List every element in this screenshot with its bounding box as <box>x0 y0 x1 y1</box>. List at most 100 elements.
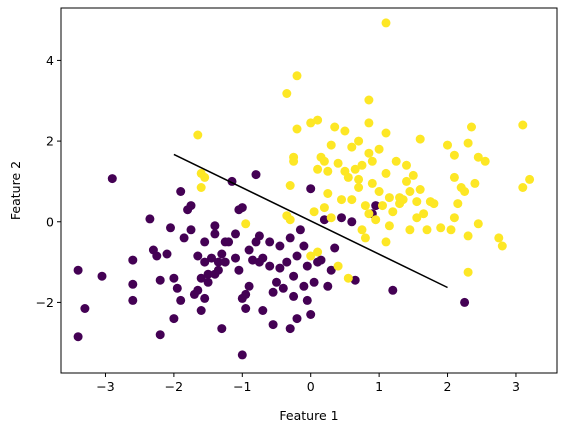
data-point-class-1 <box>357 160 367 170</box>
data-point-class-0 <box>107 174 117 184</box>
data-point-class-0 <box>292 314 302 324</box>
data-point-class-0 <box>97 271 107 281</box>
data-point-class-0 <box>224 237 234 247</box>
data-point-class-1 <box>378 201 387 211</box>
decision-line <box>173 153 448 289</box>
x-axis-ticks: −3 −2 −1 0 1 2 3 <box>96 373 520 394</box>
data-point-class-1 <box>309 207 319 217</box>
data-point-class-0 <box>388 285 398 295</box>
data-point-class-1 <box>415 185 425 194</box>
data-point-class-1 <box>371 215 381 225</box>
data-point-class-1 <box>292 124 302 134</box>
data-point-class-0 <box>176 187 186 196</box>
data-point-class-0 <box>241 289 251 299</box>
data-point-class-0 <box>169 314 179 324</box>
data-point-class-1 <box>354 183 364 192</box>
data-point-class-1 <box>449 172 459 182</box>
data-point-class-0 <box>231 229 240 239</box>
data-point-class-0 <box>309 277 319 287</box>
data-point-class-1 <box>453 199 463 209</box>
data-point-class-0 <box>299 241 309 251</box>
x-tick-label: 1 <box>375 379 383 394</box>
data-point-class-0 <box>73 265 83 275</box>
data-point-class-1 <box>196 183 206 192</box>
data-point-class-1 <box>443 140 452 150</box>
data-point-class-0 <box>200 293 210 303</box>
data-point-class-0 <box>172 283 182 293</box>
data-point-class-0 <box>73 332 83 342</box>
data-point-class-0 <box>306 184 316 194</box>
x-axis-label: Feature 1 <box>279 408 338 423</box>
data-point-class-0 <box>128 255 138 265</box>
y-tick-label: −2 <box>36 295 54 310</box>
data-point-class-1 <box>313 115 323 125</box>
data-point-class-1 <box>326 213 336 223</box>
data-point-class-0 <box>196 306 206 315</box>
data-point-class-1 <box>364 148 374 158</box>
data-point-class-0 <box>169 273 179 283</box>
data-point-class-1 <box>200 172 210 182</box>
data-point-class-1 <box>384 221 394 231</box>
data-point-class-0 <box>299 281 309 291</box>
data-point-class-0 <box>323 281 333 291</box>
data-point-class-1 <box>333 261 343 271</box>
data-point-class-1 <box>381 18 391 28</box>
data-point-class-0 <box>196 273 206 283</box>
data-point-class-0 <box>302 261 312 271</box>
data-point-class-1 <box>518 183 528 192</box>
data-point-class-1 <box>460 187 470 196</box>
data-point-class-1 <box>282 89 292 98</box>
data-point-class-1 <box>340 126 350 136</box>
data-point-class-1 <box>467 122 476 132</box>
data-point-class-0 <box>155 275 165 285</box>
data-point-class-0 <box>210 221 220 231</box>
data-point-class-1 <box>319 203 329 213</box>
data-point-class-0 <box>337 213 346 223</box>
data-point-class-0 <box>244 281 254 291</box>
data-point-class-1 <box>391 156 401 166</box>
data-point-class-1 <box>241 219 251 229</box>
data-point-class-1 <box>402 176 411 186</box>
data-point-class-1 <box>323 166 333 176</box>
data-point-class-1 <box>480 156 490 166</box>
data-point-class-1 <box>446 225 456 235</box>
data-point-class-0 <box>193 251 203 261</box>
data-point-class-0 <box>278 283 288 293</box>
data-point-class-1 <box>360 201 370 211</box>
data-point-class-1 <box>319 156 329 166</box>
x-tick-label: 3 <box>512 379 520 394</box>
data-point-class-0 <box>285 324 295 334</box>
y-tick-label: 0 <box>46 214 54 229</box>
data-point-class-1 <box>364 95 374 105</box>
x-tick-label: 0 <box>307 379 315 394</box>
data-point-class-1 <box>374 144 384 154</box>
data-point-class-0 <box>289 291 299 301</box>
data-point-class-1 <box>326 140 336 150</box>
data-point-class-0 <box>248 255 258 265</box>
data-point-class-1 <box>285 215 295 225</box>
data-point-class-0 <box>326 265 336 275</box>
y-axis-label: Feature 2 <box>8 161 23 220</box>
data-point-class-1 <box>343 273 353 283</box>
data-point-class-1 <box>313 247 323 257</box>
data-point-class-1 <box>473 152 483 162</box>
data-point-class-1 <box>381 237 391 247</box>
data-point-class-1 <box>289 152 299 162</box>
data-point-class-0 <box>292 251 302 261</box>
x-tick-label: −2 <box>165 379 183 394</box>
data-point-class-0 <box>282 257 292 267</box>
data-point-class-0 <box>128 295 138 305</box>
data-point-class-0 <box>166 223 175 233</box>
data-point-class-1 <box>323 189 333 198</box>
data-point-class-0 <box>210 229 220 239</box>
data-point-class-0 <box>203 269 213 279</box>
data-point-class-0 <box>217 324 227 334</box>
data-point-class-0 <box>152 251 162 261</box>
data-point-class-0 <box>186 201 196 211</box>
data-point-class-1 <box>285 181 295 190</box>
data-point-class-0 <box>200 257 210 267</box>
data-point-class-1 <box>347 195 357 205</box>
x-tick-label: −3 <box>96 379 114 394</box>
data-point-class-1 <box>381 168 391 178</box>
